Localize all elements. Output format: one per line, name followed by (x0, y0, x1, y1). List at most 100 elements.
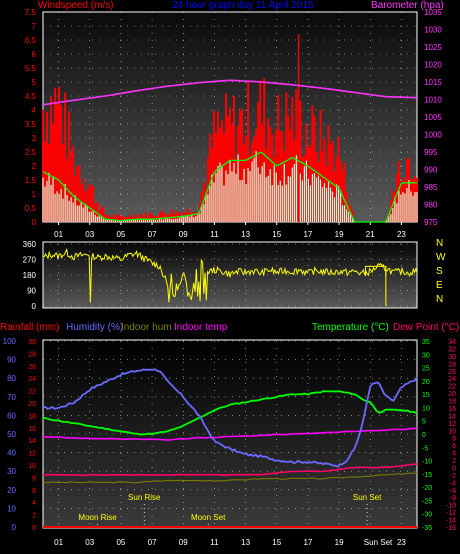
rain-tick-label: 14 (28, 438, 36, 445)
wind-x-label: 21 (366, 230, 375, 239)
temp-tick-label: 25 (422, 366, 430, 373)
dew-tick-label: 30 (448, 354, 456, 361)
dir-tick-label: 270 (23, 256, 37, 265)
humidity-tick-label: 100 (3, 337, 17, 346)
temp-x-label: 01 (54, 538, 63, 547)
temp-x-label: 03 (85, 538, 94, 547)
windspeed-axis-title: Windspeed (m/s) (38, 0, 114, 11)
wind-tick-label: 4 (32, 106, 37, 115)
dew-tick-label: 34 (448, 339, 456, 346)
compass-label: N (436, 238, 443, 249)
dew-tick-label: 4 (452, 451, 456, 458)
humidity-tick-label: 60 (7, 411, 16, 420)
wind-x-label: 09 (179, 230, 188, 239)
temp-x-label: 07 (148, 538, 157, 547)
temp-tick-label: -30 (422, 512, 432, 519)
rain-tick-label: 8 (32, 475, 36, 482)
moon-set-label: Moon Set (191, 513, 226, 522)
wind-panel-marks (42, 34, 418, 223)
baro-tick-label: 1030 (424, 26, 442, 35)
temp-panel (42, 339, 418, 529)
wind-x-label: 13 (241, 230, 250, 239)
dew-tick-label: 8 (452, 436, 456, 443)
wind-x-label: 23 (397, 230, 406, 239)
rain-tick-label: 6 (32, 488, 36, 495)
temp-x-label: 17 (303, 538, 312, 547)
wind-tick-label: 2.5 (25, 148, 37, 157)
compass-label: S (436, 266, 443, 277)
rain-tick-label: 0 (32, 525, 36, 532)
dew-tick-label: -12 (446, 510, 456, 517)
temperature-line (42, 390, 418, 436)
baro-tick-label: 1000 (424, 131, 442, 140)
rain-tick-label: 16 (28, 426, 36, 433)
wind-tick-label: 6 (32, 50, 37, 59)
baro-tick-label: 975 (424, 218, 438, 227)
dew-tick-label: 26 (448, 369, 456, 376)
humidity-tick-label: 70 (7, 393, 16, 402)
baro-tick-label: 1035 (424, 8, 442, 17)
rain-tick-label: 28 (28, 351, 36, 358)
baro-tick-label: 1015 (424, 78, 442, 87)
rain-tick-label: 24 (28, 376, 36, 383)
humidity-tick-label: 0 (12, 523, 17, 532)
humidity-tick-label: 50 (7, 430, 16, 439)
temp-tick-label: 5 (422, 419, 426, 426)
legend-rainfall: Rainfall (mm) (0, 322, 59, 333)
wind-x-label: 11 (210, 230, 219, 239)
wind-tick-label: 3.5 (25, 120, 37, 129)
wind-x-label: 17 (303, 230, 312, 239)
dir-tick-label: 360 (23, 240, 37, 249)
legend-indoor-hum: Indoor hum (121, 322, 172, 333)
sun-rise-label: Sun Rise (128, 493, 161, 502)
dew-tick-label: -8 (450, 495, 456, 502)
rain-tick-label: 10 (28, 463, 36, 470)
temp-x-label: 23 (397, 538, 406, 547)
rain-tick-label: 4 (32, 500, 36, 507)
dew-tick-label: 10 (448, 428, 456, 435)
dir-tick-label: 180 (23, 271, 37, 280)
baro-tick-label: 985 (424, 183, 438, 192)
temp-tick-label: -20 (422, 485, 432, 492)
barometer-axis-title: Barometer (hpa) (371, 0, 444, 11)
rain-tick-label: 20 (28, 401, 36, 408)
wind-x-label: 19 (335, 230, 344, 239)
temp-tick-label: 0 (422, 432, 426, 439)
wind-tick-label: 4.5 (25, 92, 37, 101)
wind-tick-label: 1.5 (25, 176, 37, 185)
rain-tick-label: 26 (28, 364, 36, 371)
baro-tick-label: 1020 (424, 61, 442, 70)
temp-x-label: 09 (179, 538, 188, 547)
dew-tick-label: 20 (448, 391, 456, 398)
wind-tick-label: 5 (32, 78, 37, 87)
wind-direction-line (42, 247, 418, 303)
indoor-temp-line (42, 427, 418, 441)
dew-tick-label: -4 (450, 480, 456, 487)
legend-indoor-temp: Indoor temp (174, 322, 228, 333)
humidity-tick-label: 90 (7, 356, 16, 365)
humidity-tick-label: 20 (7, 486, 16, 495)
legend-temperature: Temperature (°C) (312, 322, 389, 333)
dir-tick-label: 0 (32, 302, 37, 311)
bottom-sun-set-label: Sun Set (364, 538, 393, 547)
baro-tick-label: 1010 (424, 96, 442, 105)
dew-tick-label: 24 (448, 376, 456, 383)
humidity-tick-label: 80 (7, 374, 16, 383)
dew-tick-label: 6 (452, 443, 456, 450)
baro-tick-label: 990 (424, 166, 438, 175)
temp-tick-label: 20 (422, 379, 430, 386)
temp-tick-label: -10 (422, 459, 432, 466)
humidity-tick-label: 10 (7, 504, 16, 513)
compass-label: W (436, 252, 446, 263)
dew-tick-label: 2 (452, 458, 456, 465)
legend-dew-point: Dew Point (°C) (393, 322, 459, 333)
temp-x-label: 05 (116, 538, 125, 547)
temp-panel-grid: 1009080706050403020100302826242220181614… (3, 337, 456, 547)
dew-tick-label: -14 (446, 518, 456, 525)
humidity-tick-label: 30 (7, 467, 16, 476)
rain-tick-label: 30 (28, 339, 36, 346)
dew-tick-label: 12 (448, 421, 456, 428)
dew-tick-label: 22 (448, 384, 456, 391)
